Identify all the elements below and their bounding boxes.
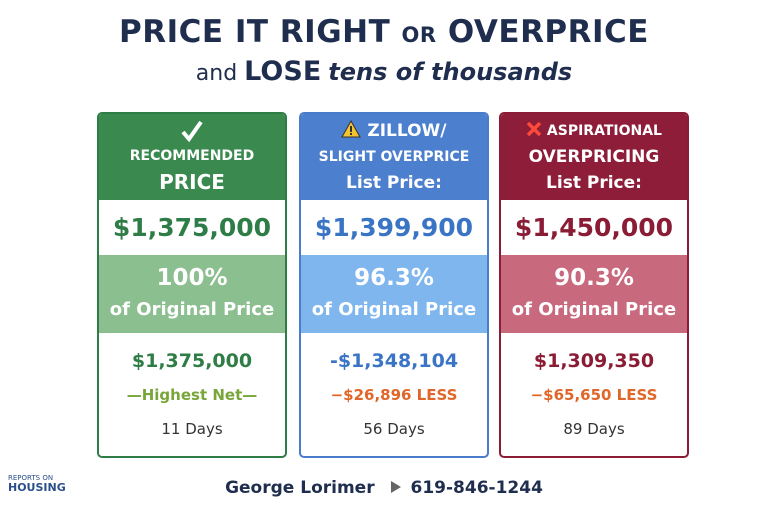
percent-band: 100% of Original Price [99,255,285,333]
price: $1,375,000 [112,213,272,242]
price: $1,399,900 [314,213,474,242]
cross-icon [526,121,542,137]
logo: REPORTS ON HOUSING [8,474,66,494]
title-part: OR [401,23,437,47]
title: PRICE IT RIGHT OR OVERPRICE [0,14,768,50]
card-header: RECOMMENDED PRICE [99,114,285,200]
note: −$26,896 LESS [330,385,458,404]
card: ASPIRATIONAL OVERPRICING List Price: $1,… [499,112,689,458]
header-line: PRICE [159,170,225,194]
title-part: PRICE IT RIGHT [118,14,391,50]
net: $1,375,000 [131,349,253,372]
card-bottom: -$1,348,104 −$26,896 LESS 56 Days [301,333,487,456]
note: —Highest Net— [126,385,258,404]
header-line: ASPIRATIONAL [546,123,662,139]
header-line: SLIGHT OVERPRICE [318,149,470,165]
card-bottom: $1,375,000 —Highest Net— 11 Days [99,333,285,456]
card: ZILLOW/ SLIGHT OVERPRICE List Price: $1,… [299,112,489,458]
price: $1,450,000 [514,213,674,242]
subtitle: and LOSE tens of thousands [0,56,768,87]
card-header: ASPIRATIONAL OVERPRICING List Price: [501,114,687,200]
percent: 90.3% [554,265,634,291]
header-line: RECOMMENDED [129,148,255,164]
check-icon [181,120,203,143]
subtitle-part: tens of thousands [328,58,573,86]
percent-band: 96.3% of Original Price [301,255,487,333]
card-bottom: $1,309,350 −$65,650 LESS 89 Days [501,333,687,456]
days: 89 Days [563,419,625,438]
phone: 619-846-1244 [410,478,543,498]
header-line: List Price: [346,173,442,193]
header-line: OVERPRICING [528,147,660,167]
percent-label: of Original Price [109,299,275,320]
header-line: ZILLOW/ [367,121,447,141]
header-row: ASPIRATIONAL [526,118,662,144]
subtitle-part: and [195,61,238,86]
note: −$65,650 LESS [530,385,658,404]
percent-band: 90.3% of Original Price [501,255,687,333]
logo-top: REPORTS ON [8,474,54,482]
agent-name: George Lorimer [225,478,375,498]
subtitle-part: LOSE [244,56,322,87]
footer: George Lorimer 619-846-1244 [0,478,768,498]
header-line: List Price: [546,173,642,193]
warning-icon [341,119,362,138]
net: $1,309,350 [533,349,655,372]
percent-label: of Original Price [311,299,477,320]
title-part: OVERPRICE [447,14,649,50]
percent-label: of Original Price [511,299,677,320]
days: 56 Days [363,419,425,438]
percent: 100% [156,265,228,291]
net: -$1,348,104 [329,349,459,372]
card-header: ZILLOW/ SLIGHT OVERPRICE List Price: [301,114,487,200]
days: 11 Days [161,419,223,438]
percent: 96.3% [354,265,434,291]
header-row: ZILLOW/ [341,118,447,144]
arrow-icon [390,481,401,493]
card: RECOMMENDED PRICE $1,375,000 100% of Orig… [97,112,287,458]
logo-bottom: HOUSING [8,481,66,494]
